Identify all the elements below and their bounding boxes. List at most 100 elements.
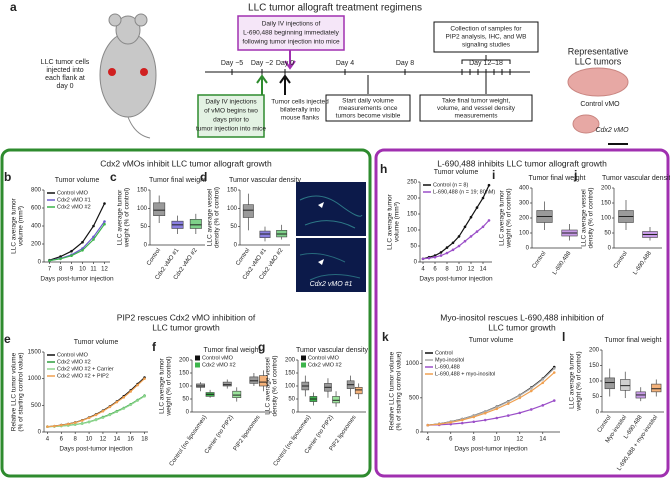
series-line	[47, 395, 145, 428]
y-tick-label: 800	[31, 188, 42, 194]
timeline-ticks	[231, 69, 511, 75]
legend-swatch	[301, 362, 306, 368]
photo-title: LLC tumors	[575, 56, 622, 66]
y-axis-label: weight (% of control)	[166, 356, 173, 416]
box	[232, 390, 242, 399]
point	[552, 371, 556, 374]
legend-label: Cdx2 vMO #2	[57, 204, 91, 210]
photo-title: Representative	[568, 46, 629, 56]
point	[529, 408, 533, 411]
x-tick-label: 9	[70, 267, 74, 273]
box	[354, 386, 363, 395]
box-text: signaling studies	[462, 42, 511, 49]
box-text: PIP2 analysis, IHC, and WB	[446, 34, 527, 41]
y-tick-label: 150	[285, 371, 296, 377]
category-label: L-690,488	[552, 250, 573, 276]
x-tick-label: 12	[100, 437, 107, 443]
panel: d Tumor vascular density LLC average vesse…	[200, 170, 302, 281]
panel-letter: a	[10, 0, 17, 14]
panel-letter: d	[200, 170, 207, 184]
point	[469, 215, 473, 219]
point	[129, 390, 132, 393]
panel: e Tumor volume Relative LLC tumor volume (%…	[4, 332, 149, 453]
point	[426, 423, 430, 427]
y-tick-label: 0	[186, 410, 190, 416]
chart-title: Tumor vascular density	[296, 347, 369, 354]
y-tick-label: 200	[179, 358, 190, 364]
section-title: PIP2 rescues Cdx2 vMO inhibition of	[117, 312, 256, 322]
point	[460, 418, 464, 422]
point	[101, 416, 105, 419]
point	[92, 238, 95, 241]
tumor-photo	[567, 67, 629, 97]
y-tick-label: 150	[601, 201, 612, 207]
y-tick-label: 100	[519, 231, 530, 237]
point	[421, 257, 425, 261]
day-label: Day −2	[251, 60, 273, 67]
point	[463, 239, 467, 243]
y-tick-label: 200	[407, 196, 418, 202]
micrograph	[296, 238, 366, 292]
caption: LLC tumor cells	[41, 59, 90, 66]
panel-letter: h	[380, 162, 387, 176]
point	[103, 220, 106, 223]
day-label: Day −5	[221, 60, 243, 67]
series-line	[49, 203, 106, 261]
photo-label: Control vMO	[580, 101, 620, 108]
legend-label: Myo-inositol	[435, 357, 464, 363]
point	[495, 416, 499, 420]
x-tick-label: 8	[74, 437, 78, 443]
point	[449, 421, 453, 424]
point	[475, 230, 479, 233]
y-axis-label: (% of starting control value)	[18, 352, 25, 431]
category-label: Control	[597, 415, 613, 434]
y-tick-label: 300	[519, 201, 530, 207]
y-tick-label: 0	[292, 410, 296, 416]
y-axis-label: LLC average vessel	[265, 357, 272, 415]
y-tick-label: 0	[416, 430, 420, 436]
box	[651, 383, 662, 393]
point	[439, 251, 443, 254]
point	[136, 399, 139, 402]
point	[143, 377, 146, 380]
chart-title: Tumor final weight	[204, 347, 261, 354]
box-text: Take final tumor weight,	[442, 98, 510, 105]
point	[541, 404, 545, 407]
panel-letter: k	[382, 330, 389, 344]
panel: b Tumor volume LLC average tumor volume (mm…	[4, 170, 114, 283]
series-line	[49, 223, 105, 262]
black-arrow	[279, 74, 291, 95]
x-tick-label: 7	[48, 267, 52, 273]
panel: l Tumor final weight LLC average tumor weig…	[562, 330, 664, 472]
point	[73, 423, 77, 426]
point	[481, 196, 485, 200]
point	[73, 421, 77, 424]
section-title: L-690,488 inhibits LLC tumor allograft g…	[437, 158, 607, 168]
point	[53, 424, 56, 428]
chart-title: Tumor volume	[74, 339, 119, 346]
chart-title: Tumor final weight	[605, 337, 662, 344]
y-tick-label: 50	[592, 394, 599, 400]
legend-label: L-690,488 (n = 19; 80nM)	[433, 189, 495, 195]
point	[506, 414, 510, 417]
y-tick-label: 50	[230, 224, 237, 230]
y-axis-label: volume (mm³)	[18, 206, 25, 246]
section-title: LLC tumor growth	[152, 322, 220, 332]
micrograph	[296, 182, 366, 236]
x-tick-label: 10	[493, 437, 500, 443]
box	[189, 219, 202, 229]
y-tick-label: 200	[285, 358, 296, 364]
y-tick-label: 1500	[28, 350, 42, 356]
legend-label: Control	[435, 350, 453, 356]
day-label: Day 8	[396, 60, 414, 67]
point	[60, 423, 63, 427]
y-tick-label: 400	[519, 186, 530, 192]
x-tick-label: 10	[456, 267, 463, 273]
point	[143, 394, 146, 398]
y-tick-label: 0	[596, 410, 600, 416]
x-tick-label: 16	[127, 437, 134, 443]
point	[439, 254, 443, 257]
green-frame	[0, 148, 372, 478]
x-tick-label: 4	[426, 437, 430, 443]
point	[506, 402, 510, 405]
